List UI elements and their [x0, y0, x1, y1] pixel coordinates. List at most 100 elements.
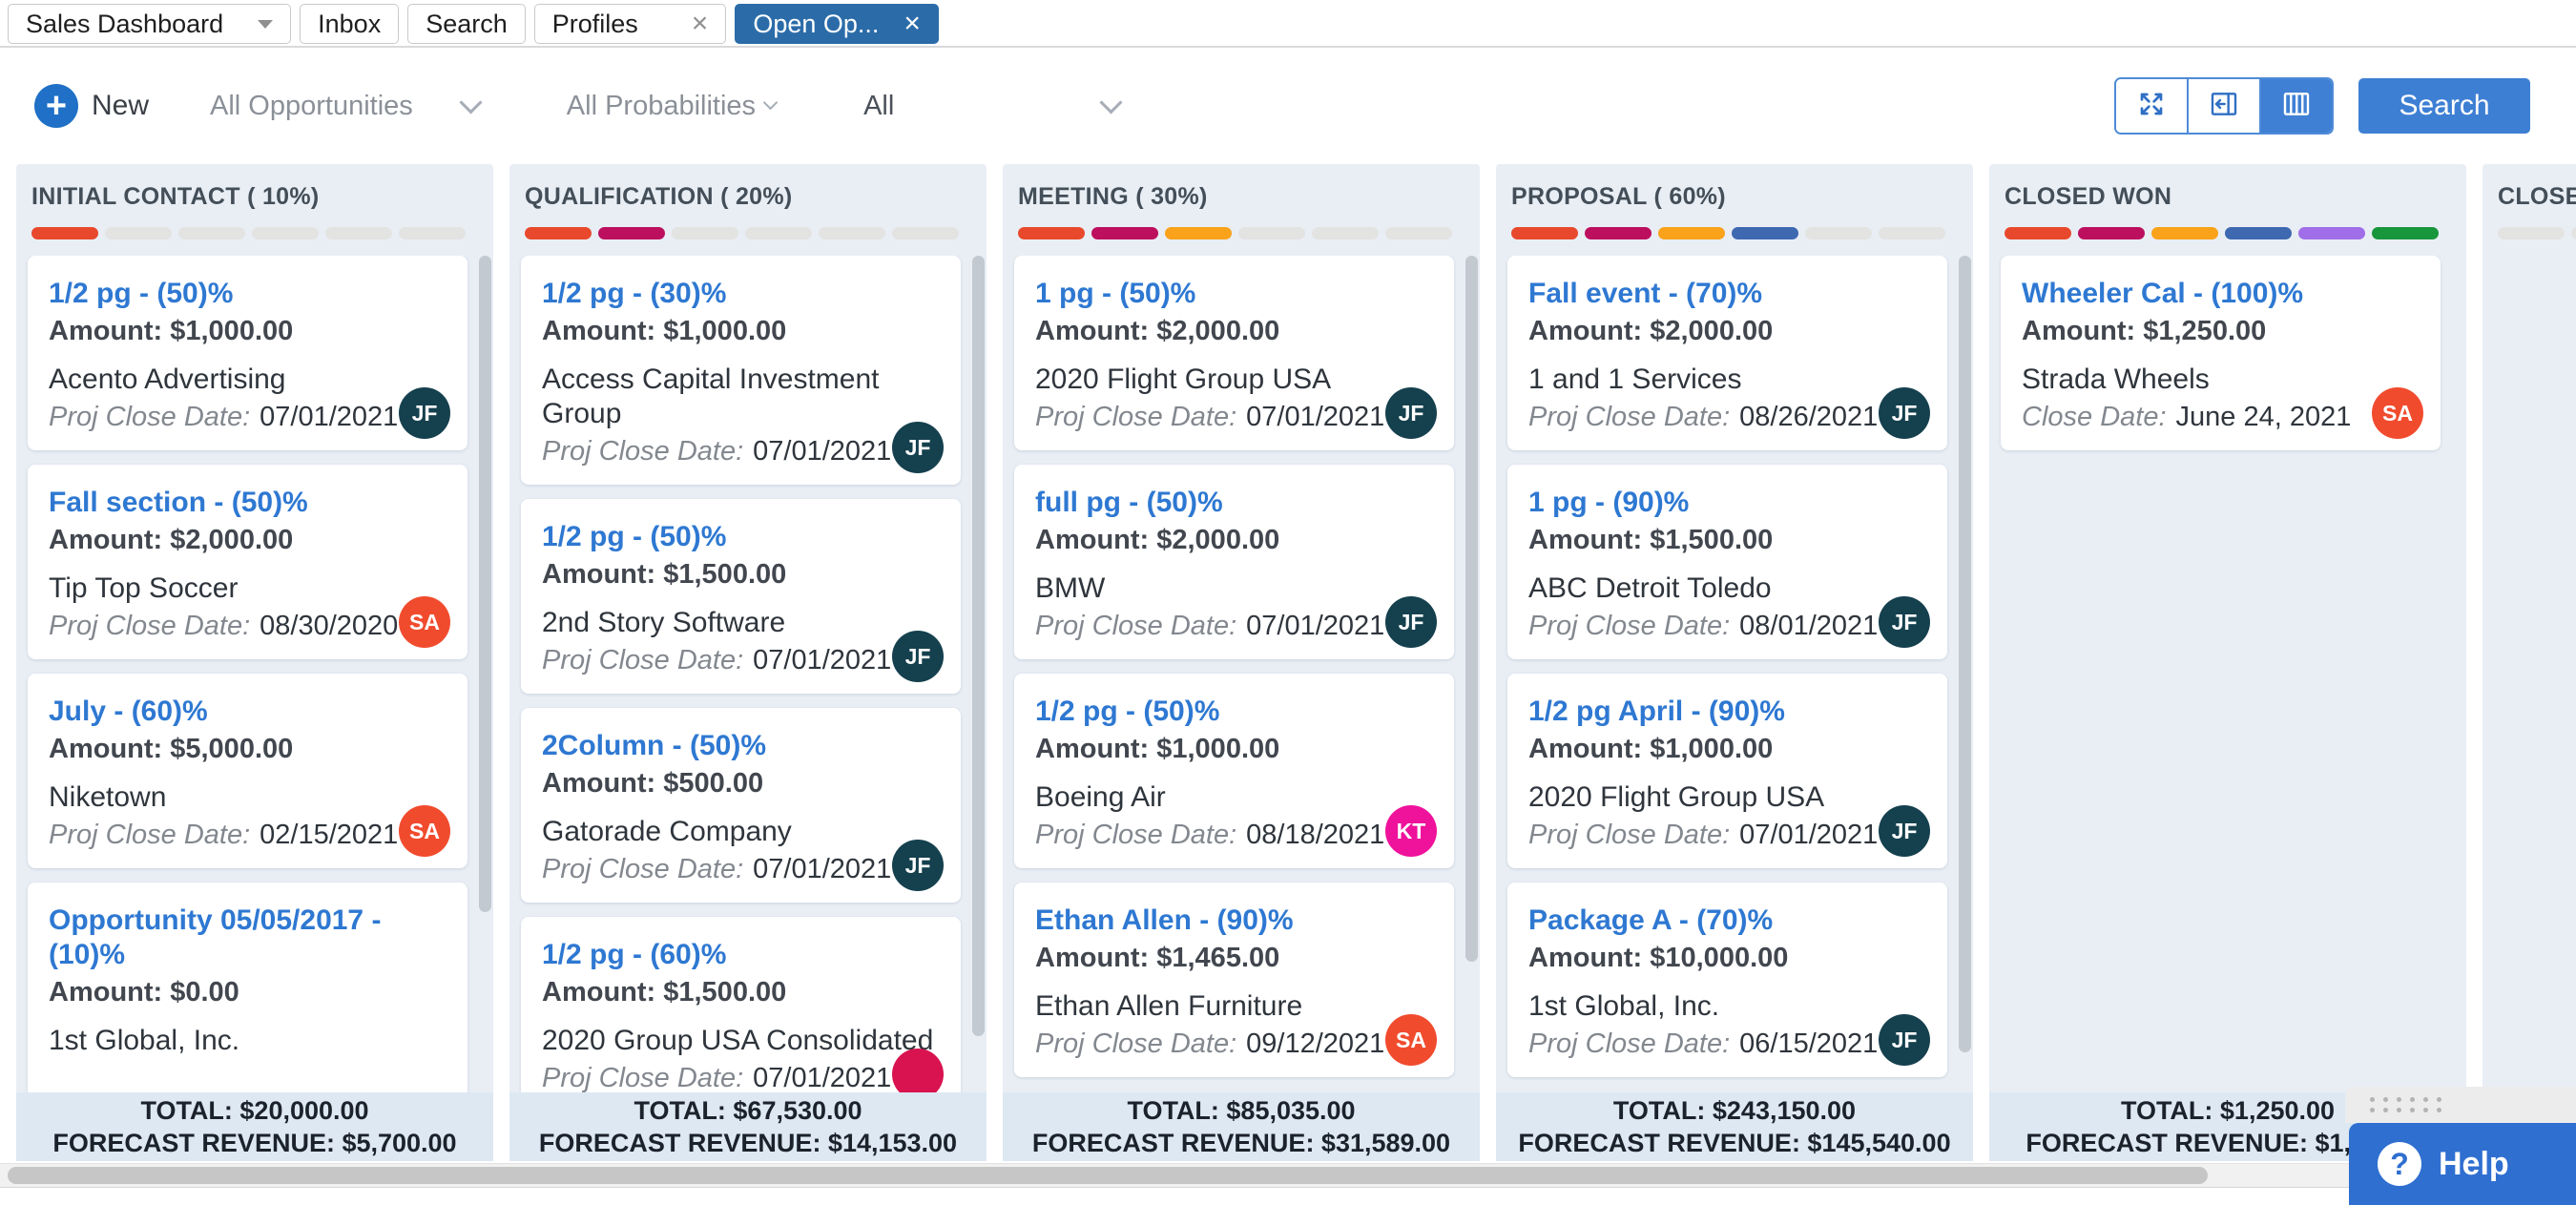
tab-label: Search: [426, 9, 508, 38]
help-button[interactable]: ? Help: [2349, 1123, 2576, 1205]
card-date: Proj Close Date: 07/01/2021: [1035, 401, 1435, 433]
close-icon[interactable]: ×: [691, 8, 709, 39]
opportunity-card[interactable]: Fall section - (50)% Amount: $2,000.00 T…: [28, 465, 467, 659]
card-title-link[interactable]: 1/2 pg - (50)%: [49, 278, 234, 309]
card-date: Proj Close Date: 07/01/2021: [1035, 610, 1435, 642]
card-title-link[interactable]: 1/2 pg - (50)%: [542, 521, 727, 552]
probability-value-dropdown[interactable]: All: [863, 91, 1123, 122]
column-total: TOTAL: $1,250.00: [2120, 1096, 2336, 1125]
opportunity-card[interactable]: July - (60)% Amount: $5,000.00 Niketown …: [28, 674, 467, 868]
card-title-link[interactable]: July - (60)%: [49, 696, 208, 727]
column-body: 1/2 pg - (50)% Amount: $1,000.00 Acento …: [16, 256, 477, 1092]
card-title-link[interactable]: Opportunity 05/05/2017 - (10)%: [49, 904, 382, 970]
card-title-link[interactable]: Ethan Allen - (90)%: [1035, 904, 1294, 936]
fullscreen-view-button[interactable]: [2116, 79, 2189, 133]
opportunity-card[interactable]: 1/2 pg April - (90)% Amount: $1,000.00 2…: [1507, 674, 1947, 868]
column-scrollbar-thumb[interactable]: [479, 256, 491, 912]
opportunities-filter-dropdown[interactable]: All Opportunities: [210, 90, 483, 122]
orange-progress-segment: [1165, 227, 1232, 239]
opportunity-card[interactable]: Package A - (70)% Amount: $10,000.00 1st…: [1507, 883, 1947, 1077]
card-amount: Amount: $2,000.00: [1035, 316, 1280, 346]
card-company: Ethan Allen Furniture: [1035, 990, 1303, 1022]
opportunity-card[interactable]: 1/2 pg - (50)% Amount: $1,000.00 Acento …: [28, 256, 467, 450]
card-title-link[interactable]: Fall section - (50)%: [49, 487, 308, 518]
card-title-link[interactable]: full pg - (50)%: [1035, 487, 1223, 518]
tab-sales-dashboard[interactable]: Sales Dashboard: [8, 4, 292, 44]
opportunity-card[interactable]: Ethan Allen - (90)% Amount: $1,465.00 Et…: [1014, 883, 1454, 1077]
opportunity-card[interactable]: 1 pg - (50)% Amount: $2,000.00 2020 Flig…: [1014, 256, 1454, 450]
opportunity-card[interactable]: 1 pg - (90)% Amount: $1,500.00 ABC Detro…: [1507, 465, 1947, 659]
new-opportunity-button[interactable]: + New: [34, 84, 149, 128]
card-title-link[interactable]: 1/2 pg - (50)%: [1035, 696, 1220, 727]
column-scrollbar[interactable]: [970, 256, 987, 1092]
chevron-down-icon: [459, 90, 483, 114]
card-date-label: Proj Close Date:: [542, 854, 744, 884]
column-header: CLOSED LOST: [2483, 164, 2576, 239]
column-scrollbar[interactable]: [1957, 256, 1973, 1092]
horizontal-scrollbar-thumb[interactable]: [8, 1167, 2208, 1184]
column-header: MEETING ( 30%): [1003, 164, 1480, 239]
card-title-link[interactable]: Package A - (70)%: [1528, 904, 1774, 936]
horizontal-scrollbar[interactable]: [0, 1163, 2576, 1188]
opportunity-card[interactable]: 2Column - (50)% Amount: $500.00 Gatorade…: [521, 708, 961, 903]
probabilities-filter-label[interactable]: All Probabilities: [566, 90, 779, 122]
card-date: Proj Close Date: 08/18/2021: [1035, 819, 1435, 851]
tab-label: Profiles: [551, 9, 638, 38]
column-scrollbar[interactable]: [477, 256, 493, 1092]
view-toggle-group: [2114, 77, 2334, 135]
tab-inbox[interactable]: Inbox: [300, 4, 400, 44]
side-panel-view-button[interactable]: [2189, 79, 2261, 133]
column-progress-bar: [2005, 227, 2453, 239]
column-progress-bar: [1018, 227, 1466, 239]
opportunity-card[interactable]: Wheeler Cal - (100)% Amount: $1,250.00 S…: [2001, 256, 2441, 450]
gray-progress-segment: [105, 227, 172, 239]
card-title-link[interactable]: 1/2 pg April - (90)%: [1528, 696, 1785, 727]
opportunity-card[interactable]: 1/2 pg - (50)% Amount: $1,500.00 2nd Sto…: [521, 499, 961, 694]
drag-handle-panel[interactable]: [2345, 1087, 2576, 1123]
column-total: TOTAL: $67,530.00: [634, 1096, 862, 1125]
pipeline-column: CLOSED WON Wheeler Cal - (100)% Amount: …: [1989, 164, 2466, 1161]
card-title-link[interactable]: 1/2 pg - (30)%: [542, 278, 727, 309]
card-amount: Amount: $1,000.00: [49, 316, 294, 346]
tab-open-opportunities[interactable]: Open Op... ×: [735, 4, 939, 44]
tab-profiles[interactable]: Profiles ×: [533, 4, 727, 44]
column-total: TOTAL: $243,150.00: [1612, 1096, 1857, 1125]
opportunity-card[interactable]: Opportunity 05/05/2017 - (10)% Amount: $…: [28, 883, 467, 1092]
red-progress-segment: [1511, 227, 1578, 239]
card-title-link[interactable]: 1 pg - (50)%: [1035, 278, 1196, 309]
card-title-link[interactable]: Wheeler Cal - (100)%: [2022, 278, 2304, 309]
opportunity-card[interactable]: Fall event - (70)% Amount: $2,000.00 1 a…: [1507, 256, 1947, 450]
column-title: CLOSED LOST: [2498, 183, 2576, 210]
tab-search[interactable]: Search: [407, 4, 526, 44]
owner-avatar: SA: [399, 596, 450, 648]
red-progress-segment: [2005, 227, 2071, 239]
card-amount: Amount: $2,000.00: [1528, 316, 1774, 346]
gray-progress-segment: [1879, 227, 1945, 239]
close-icon[interactable]: ×: [904, 8, 921, 39]
opportunity-card[interactable]: 1/2 pg - (60)% Amount: $1,500.00 2020 Gr…: [521, 917, 961, 1092]
opportunity-card[interactable]: 1/2 pg - (50)% Amount: $1,000.00 Boeing …: [1014, 674, 1454, 868]
kanban-view-button[interactable]: [2261, 79, 2332, 133]
blue-progress-segment: [1732, 227, 1798, 239]
chevron-down-icon: [762, 94, 779, 110]
card-date-label: Proj Close Date:: [49, 402, 251, 432]
card-title-link[interactable]: 1/2 pg - (60)%: [542, 939, 727, 970]
green-progress-segment: [2372, 227, 2439, 239]
chevron-down-icon[interactable]: [258, 19, 274, 29]
search-button[interactable]: Search: [2358, 78, 2530, 134]
card-title-link[interactable]: 2Column - (50)%: [542, 730, 767, 761]
help-button-label: Help: [2439, 1145, 2509, 1182]
column-scrollbar-thumb[interactable]: [1959, 256, 1971, 1052]
column-scrollbar[interactable]: [1464, 256, 1480, 1092]
owner-avatar: JF: [1879, 596, 1930, 648]
probabilities-label-text: All Probabilities: [566, 90, 757, 121]
opportunity-card[interactable]: 1/2 pg - (30)% Amount: $1,000.00 Access …: [521, 256, 961, 485]
card-company: Boeing Air: [1035, 781, 1166, 813]
opportunity-card[interactable]: full pg - (50)% Amount: $2,000.00 BMW Pr…: [1014, 465, 1454, 659]
card-title-link[interactable]: Fall event - (70)%: [1528, 278, 1763, 309]
card-date-value: 07/01/2021: [753, 854, 892, 884]
column-scrollbar-thumb[interactable]: [972, 256, 985, 1036]
card-title-link[interactable]: 1 pg - (90)%: [1528, 487, 1690, 518]
column-scrollbar-thumb[interactable]: [1465, 256, 1478, 962]
card-amount: Amount: $1,000.00: [1035, 734, 1280, 764]
